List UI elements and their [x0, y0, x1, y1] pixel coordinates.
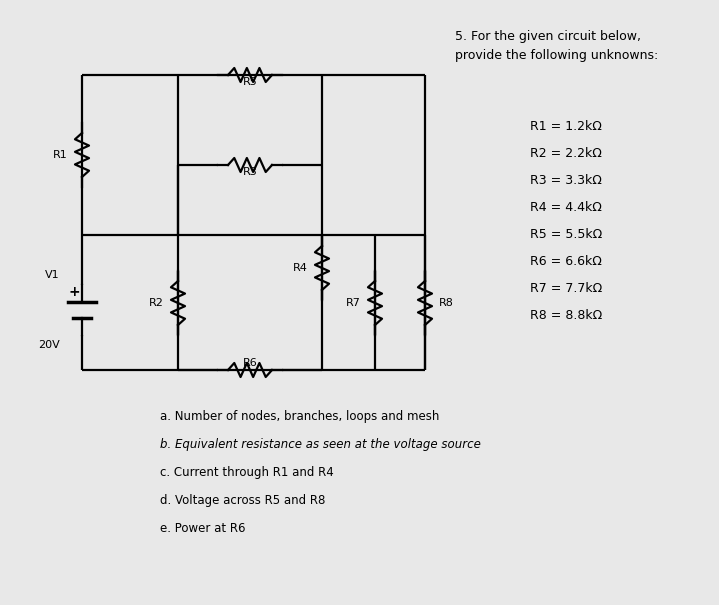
Text: R5 = 5.5kΩ: R5 = 5.5kΩ	[530, 228, 603, 241]
Text: a. Number of nodes, branches, loops and mesh: a. Number of nodes, branches, loops and …	[160, 410, 439, 423]
Text: R6: R6	[242, 358, 257, 368]
Text: R1: R1	[53, 150, 68, 160]
Text: R4 = 4.4kΩ: R4 = 4.4kΩ	[530, 201, 602, 214]
Text: R6 = 6.6kΩ: R6 = 6.6kΩ	[530, 255, 602, 268]
Text: R8 = 8.8kΩ: R8 = 8.8kΩ	[530, 309, 603, 322]
Text: e. Power at R6: e. Power at R6	[160, 522, 245, 535]
Text: R5: R5	[242, 77, 257, 87]
Text: V1: V1	[45, 270, 60, 280]
Text: c. Current through R1 and R4: c. Current through R1 and R4	[160, 466, 334, 479]
Text: R4: R4	[293, 263, 308, 273]
Text: R7 = 7.7kΩ: R7 = 7.7kΩ	[530, 282, 603, 295]
Text: 20V: 20V	[38, 340, 60, 350]
Text: R1 = 1.2kΩ: R1 = 1.2kΩ	[530, 120, 602, 133]
Text: R2 = 2.2kΩ: R2 = 2.2kΩ	[530, 147, 602, 160]
Text: b. Equivalent resistance as seen at the voltage source: b. Equivalent resistance as seen at the …	[160, 438, 481, 451]
Text: +: +	[68, 285, 80, 299]
Text: R8: R8	[439, 298, 454, 308]
Text: R3: R3	[242, 167, 257, 177]
Text: R3 = 3.3kΩ: R3 = 3.3kΩ	[530, 174, 602, 187]
Text: R7: R7	[346, 298, 361, 308]
Text: R2: R2	[149, 298, 164, 308]
Text: d. Voltage across R5 and R8: d. Voltage across R5 and R8	[160, 494, 326, 507]
Text: 5. For the given circuit below,
provide the following unknowns:: 5. For the given circuit below, provide …	[455, 30, 659, 62]
